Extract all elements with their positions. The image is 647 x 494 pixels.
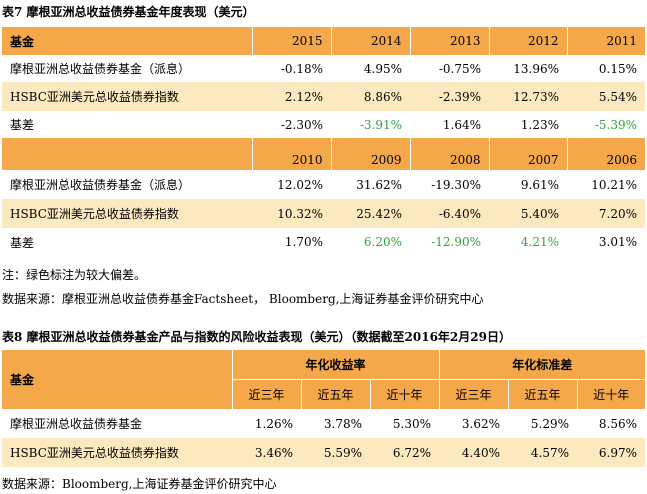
table-cell: 13.96% [489,55,567,82]
table-cell: 5.40% [489,199,567,228]
year-header: 2007 [488,138,567,170]
table-row: HSBC亚洲美元总收益债券指数 10.32% 25.42% -6.40% 5.4… [2,199,645,228]
table7-title: 表7 摩根亚洲总收益债券基金年度表现（美元） [2,5,255,19]
table-cell: 3.01% [567,228,645,256]
table-row: HSBC亚洲美元总收益债券指数 2.12% 8.86% -2.39% 12.73… [2,82,645,111]
table8-header-row-2: 近三年 近五年 近十年 近三年 近五年 近十年 [2,379,646,409]
table-cell: 5.59% [301,438,370,467]
table-cell: -6.40% [410,199,489,228]
period-header: 近三年 [438,379,508,409]
table-cell: 12.02% [252,170,331,199]
table-cell: -19.30% [410,170,489,199]
row-label: 摩根亚洲总收益债券基金（派息） [2,170,252,199]
table-cell: 2.12% [252,82,331,111]
period-header: 近五年 [507,379,577,409]
row-label: HSBC亚洲美元总收益债券指数 [2,438,232,467]
table-cell: 1.26% [232,409,301,438]
table-cell: 3.78% [301,409,370,438]
year-header: 2014 [330,27,410,55]
year-header: 2010 [251,138,331,170]
table7-source: 数据来源：摩根亚洲总收益债券基金Factsheet， Bloomberg,上海证… [2,292,484,306]
table-cell: 3.62% [439,409,508,438]
table-cell: 6.72% [370,438,439,467]
table-cell: 10.32% [252,199,331,228]
table-row: 摩根亚洲总收益债券基金 1.26% 3.78% 5.30% 3.62% 5.29… [2,409,646,438]
table-row: 摩根亚洲总收益债券基金（派息） -0.18% 4.95% -0.75% 13.9… [2,55,645,82]
year-header: 2006 [566,138,645,170]
row-label: 摩根亚洲总收益债券基金（派息） [2,55,252,82]
table-cell: 4.40% [439,438,508,467]
table-cell: 1.23% [489,111,567,138]
table-cell: 10.21% [567,170,645,199]
period-header: 近十年 [576,379,646,409]
table7-header-row-1: 基金 2015 2014 2013 2012 2011 [2,27,645,55]
table-cell: 0.15% [567,55,645,82]
year-header: 2012 [488,27,567,55]
fund-header: 基金 [2,27,252,55]
table8-title: 表8 摩根亚洲总收益债券基金产品与指数的风险收益表现（美元）（数据截至2016年… [2,330,511,344]
year-header: 2011 [566,27,645,55]
period-header: 近五年 [300,379,370,409]
year-header: 2015 [251,27,331,55]
table-cell: 8.56% [577,409,646,438]
table-cell-highlight: 4.21% [489,228,567,256]
period-header: 近十年 [369,379,439,409]
table-cell: 4.57% [508,438,577,467]
table8-source: 数据来源：Bloomberg,上海证券基金评价研究中心 [2,477,277,491]
table-cell: -0.18% [252,55,331,82]
table-cell: 5.29% [508,409,577,438]
year-header: 2009 [330,138,410,170]
table7-annual-performance: 基金 2015 2014 2013 2012 2011 摩根亚洲总收益债券基金（… [2,27,645,256]
table8-risk-return: 基金 年化收益率 年化标准差 近三年 近五年 近十年 近三年 近五年 近十年 摩… [2,350,646,467]
table-cell: 7.20% [567,199,645,228]
table-cell: 3.46% [232,438,301,467]
row-label: HSBC亚洲美元总收益债券指数 [2,82,252,111]
annualized-return-header: 年化收益率 [231,350,439,380]
table-cell: 1.64% [410,111,489,138]
table-cell: -2.39% [410,82,489,111]
row-label: HSBC亚洲美元总收益债券指数 [2,199,252,228]
table-row: 摩根亚洲总收益债券基金（派息） 12.02% 31.62% -19.30% 9.… [2,170,645,199]
table-cell: 25.42% [331,199,410,228]
row-label: 基差 [2,228,252,256]
annualized-stdev-header: 年化标准差 [438,350,646,380]
table-cell: 8.86% [331,82,410,111]
year-header: 2008 [409,138,489,170]
table8-header-row-1: 基金 年化收益率 年化标准差 [2,350,646,409]
table-cell: 4.95% [331,55,410,82]
empty-header [2,138,252,170]
year-header: 2013 [409,27,489,55]
table-cell: 12.73% [489,82,567,111]
table-row: 基差 1.70% 6.20% -12.90% 4.21% 3.01% [2,228,645,256]
table-cell-highlight: -3.91% [331,111,410,138]
table7-header-row-2: 2010 2009 2008 2007 2006 [2,138,645,170]
table-row: HSBC亚洲美元总收益债券指数 3.46% 5.59% 6.72% 4.40% … [2,438,646,467]
table-cell: 31.62% [331,170,410,199]
table-cell: 1.70% [252,228,331,256]
table-cell: -0.75% [410,55,489,82]
table-cell-highlight: 6.20% [331,228,410,256]
row-label: 摩根亚洲总收益债券基金 [2,409,232,438]
table-cell-highlight: -12.90% [410,228,489,256]
period-header: 近三年 [231,379,301,409]
table7-footnote: 注：绿色标注为较大偏差。 [2,268,147,282]
table-row: 基差 -2.30% -3.91% 1.64% 1.23% -5.39% [2,111,645,138]
table-cell: 6.97% [577,438,646,467]
table-cell-highlight: -5.39% [567,111,645,138]
table-cell: 5.30% [370,409,439,438]
fund-header: 基金 [2,350,232,409]
row-label: 基差 [2,111,252,138]
table-cell: 9.61% [489,170,567,199]
table-cell: -2.30% [252,111,331,138]
table-cell: 5.54% [567,82,645,111]
